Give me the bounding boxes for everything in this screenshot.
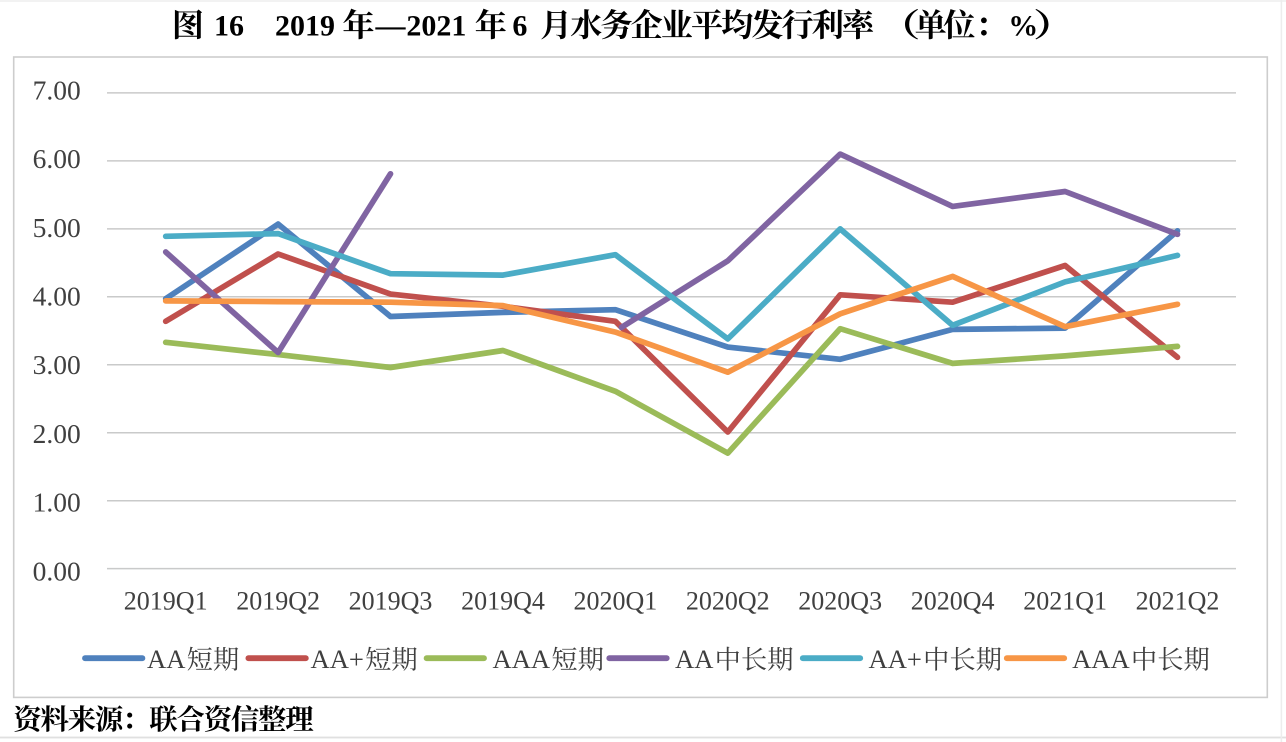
svg-text:AA+: AA+ (311, 644, 364, 674)
svg-text:AAA: AAA (1072, 644, 1130, 674)
svg-text:6.00: 6.00 (33, 143, 81, 174)
svg-text:1.00: 1.00 (33, 487, 81, 518)
svg-text:2021Q1: 2021Q1 (1023, 587, 1107, 616)
svg-text:AA+: AA+ (869, 644, 922, 674)
svg-text:2.00: 2.00 (33, 418, 81, 449)
svg-text:2020Q3: 2020Q3 (798, 587, 882, 616)
svg-text:AA: AA (147, 644, 186, 674)
svg-text:2019Q4: 2019Q4 (461, 587, 545, 616)
svg-text:5.00: 5.00 (33, 212, 81, 243)
svg-text:2019: 2019 (275, 10, 335, 43)
svg-text:AAA: AAA (493, 644, 551, 674)
svg-text:2020Q2: 2020Q2 (686, 587, 770, 616)
svg-text:0.00: 0.00 (33, 555, 81, 586)
svg-text:2020Q4: 2020Q4 (911, 587, 995, 616)
svg-text:3.00: 3.00 (33, 349, 81, 380)
svg-text:2021: 2021 (406, 10, 466, 43)
svg-text:2019Q3: 2019Q3 (349, 587, 433, 616)
svg-text:AA: AA (675, 644, 714, 674)
svg-text:7.00: 7.00 (33, 74, 81, 105)
svg-text:2021Q2: 2021Q2 (1136, 587, 1220, 616)
svg-text:6: 6 (512, 10, 527, 43)
svg-text:%: % (1008, 10, 1038, 43)
svg-text:2019Q1: 2019Q1 (124, 587, 208, 616)
svg-text:16: 16 (214, 10, 244, 43)
svg-text:—: — (375, 10, 407, 43)
svg-text:4.00: 4.00 (33, 281, 81, 312)
svg-text:2019Q2: 2019Q2 (236, 587, 320, 616)
svg-text:2020Q1: 2020Q1 (574, 587, 658, 616)
